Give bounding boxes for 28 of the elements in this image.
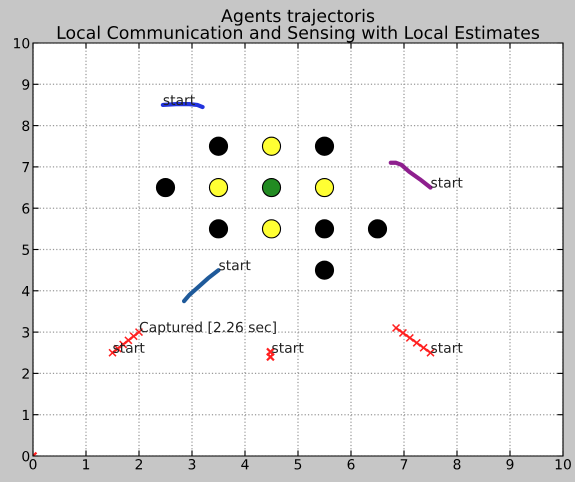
x-tick-label: 2 <box>136 459 142 470</box>
chart-title: Agents trajectoris <box>221 8 374 26</box>
y-tick-label: 1 <box>22 410 29 420</box>
y-tick-label: 3 <box>22 327 30 338</box>
annotation: start <box>431 342 463 353</box>
x-tick-label: 8 <box>454 459 460 470</box>
annotation: start <box>219 260 251 270</box>
y-tick-label: 7 <box>22 162 30 172</box>
y-tick-label: 9 <box>22 79 30 90</box>
annotation: start <box>431 178 463 188</box>
x-tick-label: 3 <box>188 459 196 470</box>
y-tick-label: 0 <box>22 450 30 462</box>
y-tick-label: 8 <box>22 120 30 132</box>
x-tick-label: 5 <box>294 459 302 470</box>
y-tick-label: 6 <box>22 203 30 214</box>
y-tick-label: 5 <box>22 244 30 255</box>
x-tick-label: 10 <box>556 459 571 470</box>
x-tick-label: 7 <box>400 459 408 470</box>
y-tick-label: 2 <box>22 368 29 379</box>
x-tick-label: 9 <box>506 459 514 470</box>
x-tick-label: 4 <box>241 459 249 470</box>
y-tick-label: 10 <box>14 38 30 48</box>
x-tick-label: 1 <box>83 459 90 470</box>
y-tick-label: 4 <box>22 286 30 296</box>
x-tick-label: 6 <box>348 459 355 470</box>
chart-subtitle: Local Communication and Sensing with Local Estimates <box>58 26 540 42</box>
annotation: Captured [2.26 sec] <box>140 322 276 335</box>
annotation: start <box>272 342 304 353</box>
